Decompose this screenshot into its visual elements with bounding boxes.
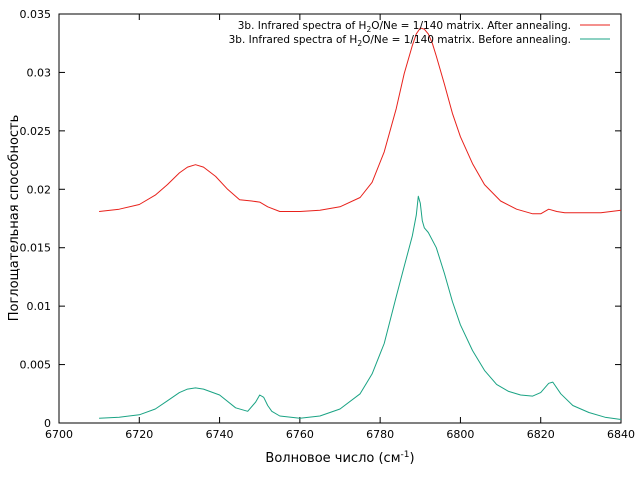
y-tick-label: 0.01 <box>27 300 52 313</box>
plot-frame <box>58 13 622 424</box>
x-axis-title: Волновое число (см-1) <box>265 450 414 466</box>
axis-ticks <box>58 13 622 424</box>
y-tick-label: 0 <box>44 417 51 430</box>
series-lines <box>99 27 622 420</box>
legend: 3b. Infrared spectra of H2O/Ne = 1/140 m… <box>229 20 610 48</box>
series-line-after-annealing <box>99 27 622 215</box>
x-tick-label: 6780 <box>366 428 394 441</box>
y-axis-title: Поглощательная способность <box>7 115 22 322</box>
x-tick-label: 6820 <box>527 428 555 441</box>
legend-entry-after: 3b. Infrared spectra of H2O/Ne = 1/140 m… <box>238 20 610 34</box>
y-tick-label: 0.02 <box>27 183 52 196</box>
x-tick-label: 6760 <box>286 428 314 441</box>
series-line-before-annealing <box>99 195 622 420</box>
y-tick-label: 0.025 <box>20 125 52 138</box>
legend-label-before: 3b. Infrared spectra of H2O/Ne = 1/140 m… <box>229 34 571 48</box>
x-tick-labels: 6700 6720 6740 6760 6780 6800 6820 6840 <box>45 428 635 441</box>
y-tick-label: 0.015 <box>20 242 52 255</box>
y-tick-labels: 0 0.005 0.01 0.015 0.02 0.025 0.03 0.035 <box>20 8 52 430</box>
y-tick-label: 0.005 <box>20 359 52 372</box>
x-tick-label: 6700 <box>45 428 73 441</box>
x-tick-label: 6720 <box>125 428 153 441</box>
legend-entry-before: 3b. Infrared spectra of H2O/Ne = 1/140 m… <box>229 34 610 48</box>
y-tick-label: 0.03 <box>27 66 52 79</box>
x-tick-label: 6800 <box>446 428 474 441</box>
x-tick-label: 6840 <box>607 428 635 441</box>
x-tick-label: 6740 <box>206 428 234 441</box>
legend-label-after: 3b. Infrared spectra of H2O/Ne = 1/140 m… <box>238 20 571 34</box>
y-tick-label: 0.035 <box>20 8 52 21</box>
